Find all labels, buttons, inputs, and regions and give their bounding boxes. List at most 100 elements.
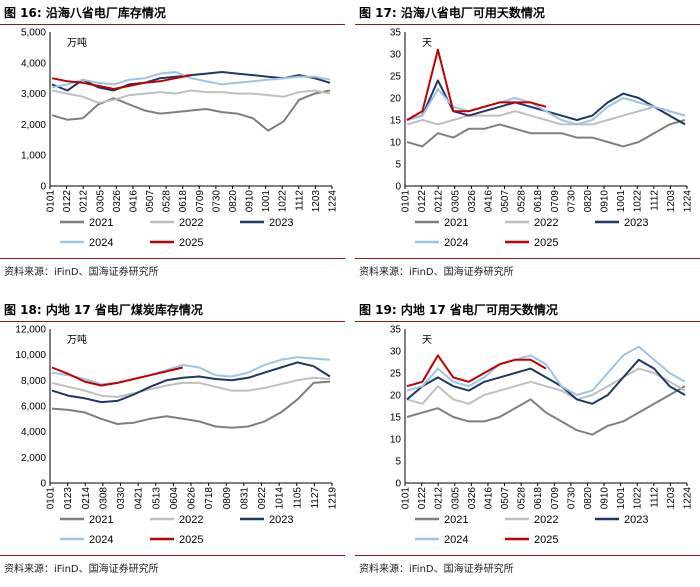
x-tick-label: 0122 — [417, 190, 428, 213]
series-line-2025 — [406, 354, 547, 388]
y-tick-label: 0 — [395, 182, 401, 193]
x-tick-label: 1224 — [683, 190, 694, 213]
x-tick-label: 1022 — [633, 487, 644, 510]
x-tick-label: 1105 — [292, 487, 303, 509]
unit-label: 万吨 — [67, 333, 87, 346]
x-tick-label: 0101 — [401, 487, 412, 510]
y-tick-label: 15 — [390, 413, 402, 424]
x-tick-label: 0513 — [151, 487, 162, 510]
x-tick-label: 0709 — [550, 487, 561, 510]
y-tick-label: 3,000 — [21, 89, 46, 100]
y-tick-label: 5,000 — [21, 28, 46, 39]
series-line-2024 — [51, 356, 331, 386]
x-tick-label: 0709 — [550, 190, 561, 213]
title-rule: 图 16: 沿海八省电厂库存情况 — [0, 2, 345, 25]
panel-fig16: 图 16: 沿海八省电厂库存情况 0 1,000 2,000 3,000 4,000 5,… — [0, 0, 345, 290]
y-tick-label: 10,000 — [15, 350, 46, 361]
y-tick-label: 1,000 — [21, 151, 46, 162]
x-tick-label: 0326 — [467, 190, 478, 213]
x-tick-label: 0507 — [500, 190, 511, 213]
legend-label: 2022 — [534, 514, 558, 526]
y-tick-label: 25 — [390, 72, 402, 83]
y-tick-label: 10 — [390, 138, 402, 149]
chart-fig17: 0 5 10 15 20 25 30 35 天 0101 0122 0212 0305 0326 0416 0… — [355, 26, 700, 256]
x-tick-label: 0305 — [450, 190, 461, 213]
x-tick-label: 0730 — [211, 190, 222, 213]
y-tick-label: 5 — [395, 160, 401, 171]
x-tick-label: 1203 — [666, 487, 677, 510]
x-tick-label: 0305 — [450, 487, 461, 510]
panel-fig18: 图 18: 内地 17 省电厂煤炭库存情况 0 2,000 4,000 6,000 8,… — [0, 297, 345, 587]
y-tick-label: 30 — [390, 347, 402, 358]
legend-label: 2024 — [444, 534, 468, 546]
x-tick-label: 0528 — [517, 190, 528, 213]
y-tick-label: 6,000 — [21, 402, 46, 413]
x-tick-label: 0730 — [566, 190, 577, 213]
x-tick-label: 0212 — [434, 487, 445, 510]
series-line-2023 — [51, 361, 331, 404]
legend-label: 2022 — [179, 217, 203, 229]
title-rule: 图 18: 内地 17 省电厂煤炭库存情况 — [0, 299, 345, 322]
x-tick-label: 0123 — [63, 487, 74, 510]
unit-label: 万吨 — [67, 36, 87, 49]
x-tick-label: 0308 — [98, 487, 109, 510]
x-tick-label: 0718 — [204, 487, 215, 510]
panel-fig17: 图 17: 沿海八省电厂可用天数情况 0 5 10 15 20 25 30 35 天 0101 01… — [355, 0, 700, 290]
series-line-2022 — [51, 376, 331, 398]
x-tick-label: 0922 — [257, 487, 268, 510]
y-tick-label: 0 — [395, 479, 401, 490]
x-tick-label: 1203 — [666, 190, 677, 213]
source-note: 资料来源：iFinD、国海证券研究所 — [359, 564, 514, 575]
x-tick-label: 1014 — [275, 487, 286, 510]
y-tick-label: 4,000 — [21, 427, 46, 438]
x-tick-label: 0618 — [533, 190, 544, 213]
y-tick-label: 0 — [40, 182, 46, 193]
x-tick-label: 1001 — [616, 487, 627, 510]
x-tick-label: 0421 — [134, 487, 145, 510]
panel-fig19: 图 19: 内地 17 省电厂可用天数情况 0 5 10 15 20 25 30 35 天 010… — [355, 297, 700, 587]
series-line-2021 — [406, 119, 686, 148]
y-tick-label: 20 — [390, 391, 402, 402]
x-tick-label: 1022 — [278, 190, 289, 213]
x-tick-label: 0122 — [417, 487, 428, 510]
x-tick-label: 0528 — [162, 190, 173, 213]
series-line-2025 — [51, 74, 192, 90]
legend-label: 2022 — [179, 514, 203, 526]
x-tick-label: 0604 — [169, 487, 180, 510]
y-tick-label: 20 — [390, 94, 402, 105]
x-tick-label: 0910 — [600, 190, 611, 213]
title-rule: 图 19: 内地 17 省电厂可用天数情况 — [355, 299, 700, 322]
source-note: 资料来源：iFinD、国海证券研究所 — [359, 267, 514, 278]
figure-title: 图 17: 沿海八省电厂可用天数情况 — [359, 6, 545, 20]
x-tick-label: 0820 — [583, 487, 594, 510]
x-tick-label: 1112 — [649, 487, 660, 508]
chart-svg: 0 2,000 4,000 6,000 8,000 10,000 12,000 万吨 0101 0… — [15, 325, 338, 547]
x-tick-label: 0214 — [81, 487, 92, 510]
x-tick-label: 1022 — [633, 190, 644, 213]
series-line-2021 — [406, 385, 686, 436]
series-line-2025 — [51, 366, 184, 387]
chart-fig19: 0 5 10 15 20 25 30 35 天 0101 0122 0212 0305 0326 0416 0… — [355, 323, 700, 553]
x-tick-label: 0820 — [228, 190, 239, 213]
legend-label: 2023 — [624, 514, 648, 526]
x-tick-label: 1112 — [294, 190, 305, 211]
y-tick-label: 5 — [395, 457, 401, 468]
legend-label: 2024 — [444, 237, 468, 249]
x-tick-label: 0528 — [517, 487, 528, 510]
y-tick-label: 4,000 — [21, 58, 46, 69]
legend-label: 2022 — [534, 217, 558, 229]
source-note: 资料来源：iFinD、国海证券研究所 — [4, 564, 159, 575]
series-line-2024 — [406, 88, 686, 126]
y-tick-label: 30 — [390, 50, 402, 61]
legend-label: 2023 — [269, 514, 293, 526]
y-tick-label: 25 — [390, 369, 402, 380]
series-line-2021 — [51, 89, 331, 132]
y-tick-label: 10 — [390, 435, 402, 446]
legend-label: 2021 — [89, 514, 113, 526]
legend-label: 2025 — [534, 237, 558, 249]
figure-title: 图 18: 内地 17 省电厂煤炭库存情况 — [4, 303, 203, 317]
legend-label: 2021 — [444, 217, 468, 229]
x-tick-label: 0831 — [239, 487, 250, 510]
legend-label: 2025 — [179, 237, 203, 249]
